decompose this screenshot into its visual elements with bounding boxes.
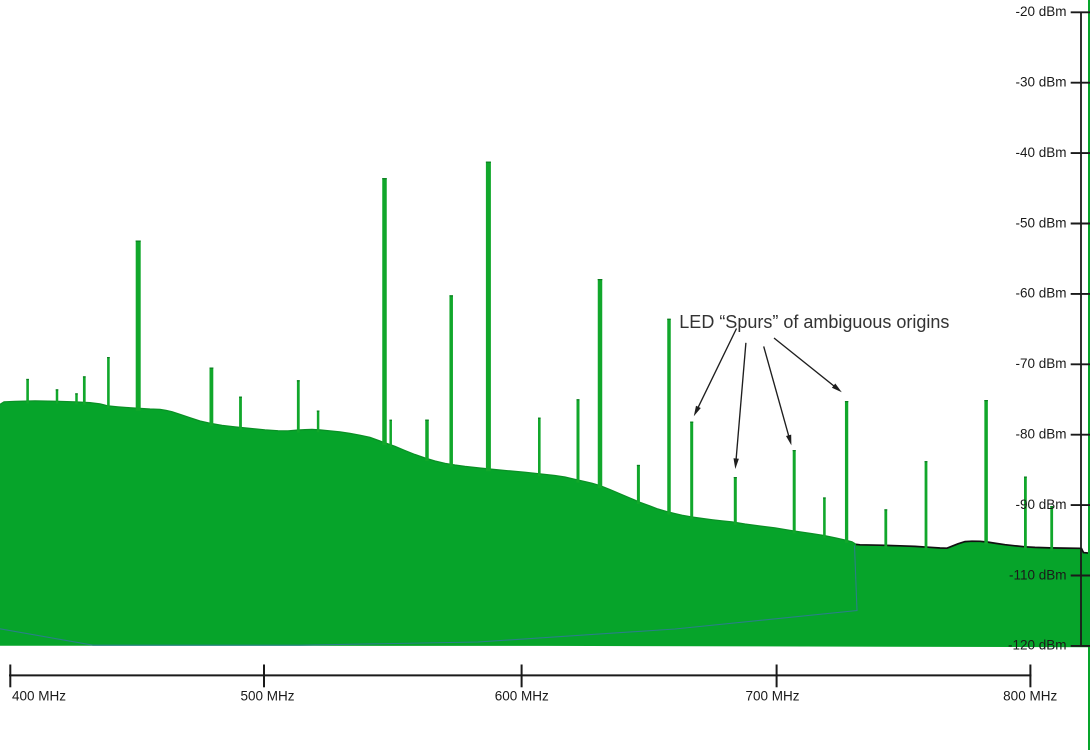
svg-text:-110 dBm: -110 dBm — [1009, 567, 1067, 582]
svg-text:500 MHz: 500 MHz — [240, 689, 294, 704]
svg-text:-50 dBm: -50 dBm — [1015, 215, 1066, 230]
svg-text:-120 dBm: -120 dBm — [1008, 638, 1067, 653]
svg-text:-20 dBm: -20 dBm — [1015, 4, 1066, 19]
svg-text:-30 dBm: -30 dBm — [1015, 75, 1066, 90]
svg-text:-90 dBm: -90 dBm — [1015, 497, 1066, 512]
svg-text:-80 dBm: -80 dBm — [1015, 427, 1066, 442]
svg-text:-60 dBm: -60 dBm — [1015, 286, 1066, 301]
svg-text:-40 dBm: -40 dBm — [1015, 145, 1066, 160]
svg-text:400 MHz: 400 MHz — [12, 689, 66, 704]
svg-text:600 MHz: 600 MHz — [495, 689, 549, 704]
svg-text:LED “Spurs” of ambiguous origi: LED “Spurs” of ambiguous origins — [679, 312, 949, 332]
svg-text:700 MHz: 700 MHz — [745, 689, 799, 704]
svg-text:800 MHz: 800 MHz — [1003, 689, 1057, 704]
svg-text:-70 dBm: -70 dBm — [1015, 356, 1066, 371]
